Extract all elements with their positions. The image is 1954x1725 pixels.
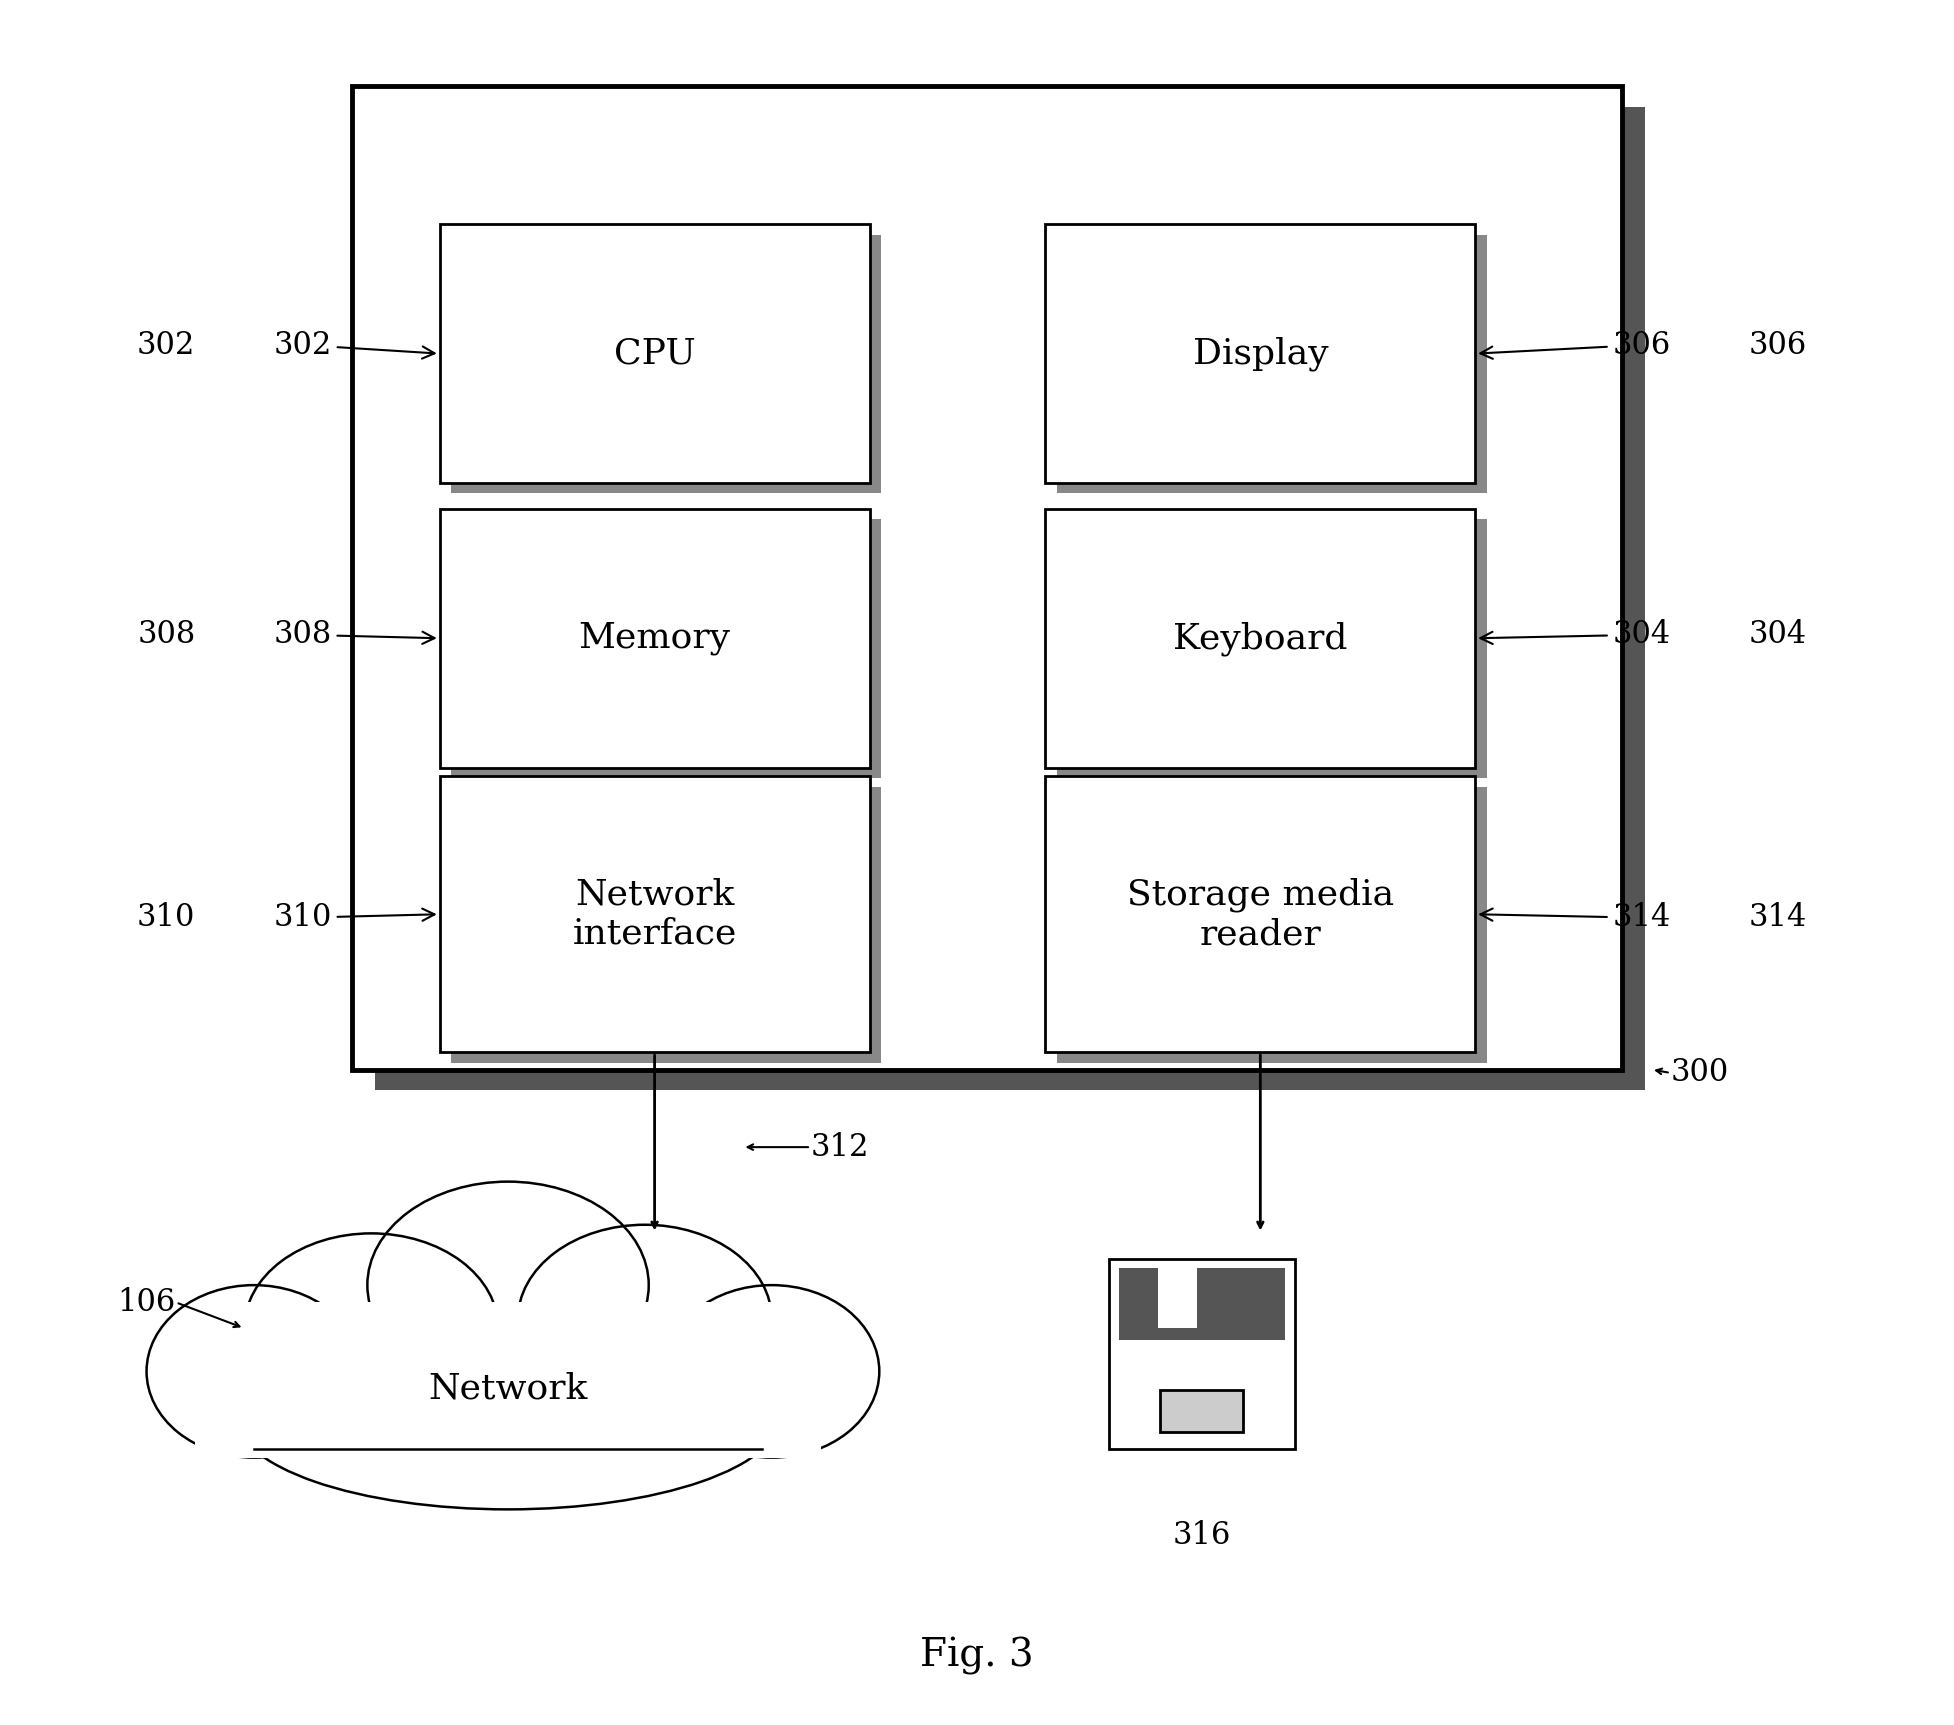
Ellipse shape: [147, 1285, 361, 1458]
Text: 314: 314: [1481, 902, 1671, 933]
Ellipse shape: [367, 1182, 649, 1389]
Text: CPU: CPU: [614, 336, 696, 371]
Text: 306: 306: [1481, 329, 1671, 361]
Text: Network
interface: Network interface: [573, 878, 737, 950]
FancyBboxPatch shape: [195, 1302, 821, 1458]
Text: 314: 314: [1749, 902, 1807, 933]
FancyBboxPatch shape: [1057, 235, 1487, 493]
FancyBboxPatch shape: [1118, 1268, 1286, 1340]
FancyBboxPatch shape: [1045, 776, 1475, 1052]
FancyBboxPatch shape: [440, 224, 870, 483]
Text: Keyboard: Keyboard: [1172, 621, 1348, 656]
FancyBboxPatch shape: [352, 86, 1622, 1070]
Text: Display: Display: [1192, 336, 1329, 371]
FancyBboxPatch shape: [1157, 1266, 1196, 1328]
FancyBboxPatch shape: [1045, 224, 1475, 483]
FancyBboxPatch shape: [375, 107, 1645, 1090]
FancyBboxPatch shape: [440, 776, 870, 1052]
Text: Network: Network: [428, 1371, 588, 1406]
Text: 106: 106: [117, 1287, 176, 1318]
Text: 302: 302: [274, 329, 434, 361]
FancyBboxPatch shape: [1057, 519, 1487, 778]
Text: Storage media
reader: Storage media reader: [1127, 878, 1393, 950]
FancyBboxPatch shape: [1045, 509, 1475, 768]
Text: 308: 308: [274, 619, 434, 650]
FancyBboxPatch shape: [1161, 1390, 1243, 1432]
FancyBboxPatch shape: [1057, 787, 1487, 1063]
Ellipse shape: [518, 1225, 772, 1414]
Text: 304: 304: [1749, 619, 1807, 650]
Ellipse shape: [234, 1320, 782, 1509]
Text: 312: 312: [811, 1132, 870, 1163]
Text: 310: 310: [137, 902, 195, 933]
Text: 304: 304: [1481, 619, 1671, 650]
Ellipse shape: [664, 1285, 879, 1458]
FancyBboxPatch shape: [1110, 1259, 1294, 1449]
FancyBboxPatch shape: [451, 787, 881, 1063]
Text: 300: 300: [1671, 1057, 1729, 1088]
Text: Memory: Memory: [578, 621, 731, 656]
Text: Fig. 3: Fig. 3: [920, 1637, 1034, 1675]
Ellipse shape: [244, 1233, 498, 1423]
Text: 302: 302: [137, 329, 195, 361]
FancyBboxPatch shape: [451, 235, 881, 493]
FancyBboxPatch shape: [440, 509, 870, 768]
Text: 306: 306: [1749, 329, 1807, 361]
Text: 316: 316: [1172, 1520, 1231, 1551]
Text: 310: 310: [274, 902, 434, 933]
Text: 308: 308: [137, 619, 195, 650]
FancyBboxPatch shape: [451, 519, 881, 778]
